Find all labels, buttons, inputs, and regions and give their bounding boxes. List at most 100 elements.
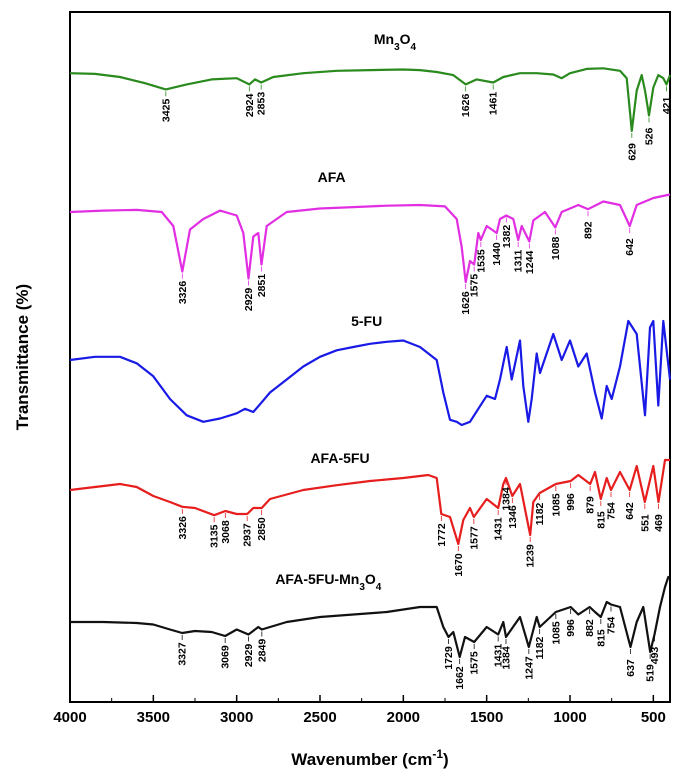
spectrum-line-5fu (69, 319, 672, 427)
peak-label: 1461 (488, 92, 500, 116)
x-tick-label: 1500 (470, 709, 503, 726)
series-title-text: AFA (318, 169, 346, 185)
peak-label: 1244 (524, 251, 536, 275)
peak-label: 1384 (501, 646, 513, 670)
peak-label: 642 (624, 502, 636, 520)
peak-label: 2929 (243, 644, 255, 668)
series-title-subscript: 3 (359, 582, 365, 593)
peak-label: 493 (649, 647, 661, 665)
peak-label: 1575 (469, 651, 481, 675)
peak-label: 1382 (501, 225, 513, 249)
peak-label: 1182 (534, 636, 546, 659)
peak-label: 2853 (256, 92, 268, 116)
series-title-text: Mn (374, 31, 394, 47)
peak-label: 1247 (523, 656, 535, 680)
peak-label: 1311 (513, 249, 525, 272)
series-title-5fu: 5-FU (351, 313, 382, 329)
x-axis-title-main: Wavenumber (cm (291, 750, 432, 769)
peak-label: 1626 (460, 94, 472, 118)
peak-label: 1575 (469, 274, 481, 298)
peak-label: 3069 (220, 645, 232, 669)
x-axis: 4000 3500 3000 2500 2000 1500 1000 500 (53, 695, 666, 726)
peak-label: 996 (565, 493, 577, 511)
peak-label: 421 (661, 96, 673, 114)
peak-label: 1662 (454, 666, 466, 690)
peak-label: 629 (626, 143, 638, 161)
peak-label: 815 (595, 629, 607, 647)
peak-label: 1626 (460, 291, 472, 315)
x-tick-label: 4000 (53, 709, 86, 726)
series-afa5fumn: AFA-5FU-Mn3O4 3327 3069 2929 2849 17291662157… (70, 571, 670, 690)
spectrum-line-afa5fu (69, 458, 670, 546)
x-tick-label: 3500 (137, 709, 170, 726)
spectrum-line-afa5fumn (70, 575, 670, 659)
peak-label: 2851 (256, 274, 268, 298)
peak-label: 526 (644, 127, 656, 145)
x-axis-title-close: ) (443, 750, 449, 769)
peak-label: 2850 (256, 517, 268, 541)
series-title-text: O (400, 31, 411, 47)
plot-frame (69, 11, 671, 703)
series-title-subscript: 4 (376, 582, 382, 593)
peak-label: 642 (624, 238, 636, 256)
peak-label: 551 (639, 514, 651, 532)
series-title-text: AFA-5FU-Mn (275, 571, 359, 587)
peak-label: 1729 (443, 646, 455, 670)
x-axis-title: Wavenumber (cm-1) (291, 747, 448, 769)
peak-label: 2924 (244, 94, 256, 118)
peak-label: 754 (606, 617, 618, 635)
series-title-text: AFA-5FU (310, 450, 369, 466)
x-tick-label: 2500 (303, 709, 336, 726)
peak-label: 1239 (525, 544, 537, 568)
peak-label: 2849 (256, 639, 268, 663)
peak-label: 1085 (550, 621, 562, 645)
peak-label: 1088 (550, 237, 562, 261)
peak-label: 637 (625, 659, 637, 677)
peak-label: 1431 (493, 517, 505, 541)
series-title-afa5fumn: AFA-5FU-Mn3O4 (275, 571, 381, 593)
series-title-afa5fu: AFA-5FU (310, 450, 369, 466)
peak-label: 2929 (243, 288, 255, 312)
peak-label: 1440 (491, 242, 503, 266)
series-mn3o4: Mn3O4 3425 2924 2853 1626 1461 629 526 421 (69, 31, 673, 161)
peak-label: 3326 (177, 516, 189, 540)
peak-label: 1384 (501, 487, 513, 511)
peak-label: 879 (585, 496, 597, 514)
peak-label: 3425 (160, 99, 172, 123)
series-5fu: 5-FU (69, 313, 672, 427)
peak-label: 1577 (468, 526, 480, 550)
peak-label: 3326 (177, 281, 189, 305)
peak-label: 1182 (534, 502, 546, 525)
peak-label: 1535 (475, 249, 487, 273)
peak-label: 815 (595, 511, 607, 529)
series-title-text: O (365, 571, 376, 587)
peak-label: 519 (645, 664, 657, 682)
peak-label: 1085 (550, 493, 562, 517)
peak-label: 2937 (242, 523, 254, 547)
peak-label: 3135 (209, 524, 221, 548)
series-title-mn3o4: Mn3O4 (374, 31, 417, 53)
peak-label: 3068 (220, 520, 232, 544)
x-axis-title-superscript: -1 (432, 747, 443, 761)
x-tick-label: 3000 (220, 709, 253, 726)
peak-label: 1346 (507, 505, 519, 529)
series-title-subscript: 4 (411, 42, 417, 53)
peak-label: 996 (565, 619, 577, 637)
series-title-afa: AFA (318, 169, 346, 185)
peak-label: 469 (653, 514, 665, 532)
peak-label: 3327 (177, 642, 189, 666)
spectrum-line-mn3o4 (69, 67, 672, 132)
y-axis-title: Transmittance (%) (13, 284, 32, 430)
spectrum-line-afa (69, 193, 671, 284)
peak-label: 1431 (493, 644, 505, 668)
x-tick-label: 2000 (387, 709, 420, 726)
peak-label: 1670 (453, 553, 465, 577)
x-tick-label: 500 (641, 709, 666, 726)
peak-label: 1772 (436, 523, 448, 547)
series-title-text: 5-FU (351, 313, 382, 329)
peak-label: 754 (606, 502, 618, 520)
